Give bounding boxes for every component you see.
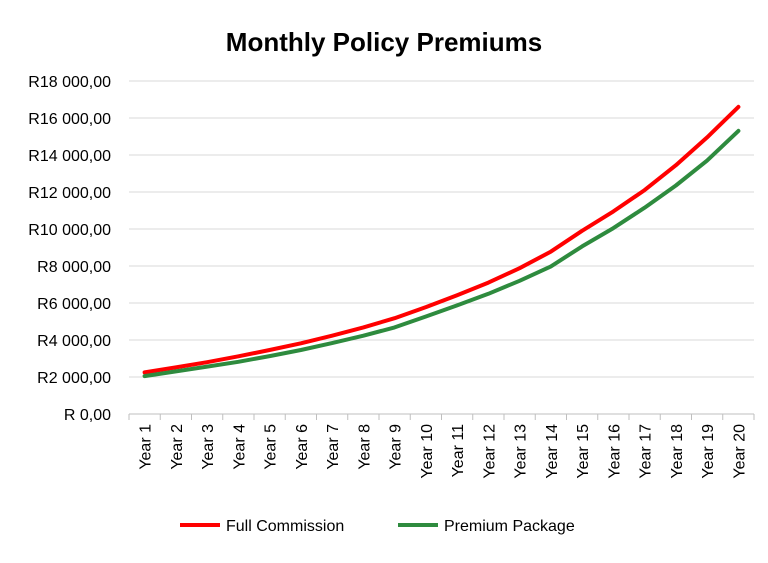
x-tick-label: Year 16 — [606, 424, 623, 479]
x-tick-label: Year 18 — [669, 424, 686, 479]
x-tick-label: Year 19 — [700, 424, 717, 479]
chart-title: Monthly Policy Premiums — [226, 27, 542, 57]
y-tick-label: R8 000,00 — [37, 259, 111, 276]
x-tick-label: Year 1 — [138, 424, 155, 470]
x-tick-label: Year 15 — [575, 424, 592, 479]
x-tick-label: Year 17 — [638, 424, 655, 479]
y-tick-label: R2 000,00 — [37, 370, 111, 387]
y-tick-label: R6 000,00 — [37, 296, 111, 313]
y-axis-ticks: R 0,00 R2 000,00 R4 000,00 R6 000,00 R8 000,… — [28, 74, 111, 424]
series-line-0 — [142, 104, 741, 375]
series-line-1 — [142, 128, 741, 379]
y-tick-label: R12 000,00 — [28, 185, 111, 202]
y-tick-label: R 0,00 — [64, 407, 111, 424]
x-tick-label: Year 14 — [544, 424, 561, 479]
x-tick-label: Year 7 — [325, 424, 342, 470]
x-tick-label: Year 9 — [388, 424, 405, 470]
x-axis-ticks: Year 1 Year 2 Year 3 Year 4 Year 5 Year 6 Year… — [138, 424, 749, 479]
y-tick-label: R16 000,00 — [28, 111, 111, 128]
legend-label-1: Premium Package — [444, 518, 575, 535]
y-tick-label: R14 000,00 — [28, 148, 111, 165]
gridlines — [128, 80, 755, 420]
legend-label-0: Full Commission — [226, 518, 344, 535]
x-tick-label: Year 6 — [294, 424, 311, 470]
x-tick-label: Year 20 — [731, 424, 748, 479]
x-tick-label: Year 4 — [231, 424, 248, 470]
x-tick-label: Year 2 — [169, 424, 186, 470]
y-tick-label: R18 000,00 — [28, 74, 111, 91]
x-tick-label: Year 12 — [481, 424, 498, 479]
y-tick-label: R10 000,00 — [28, 222, 111, 239]
x-tick-label: Year 5 — [263, 424, 280, 470]
x-tick-label: Year 3 — [200, 424, 217, 470]
series-lines — [142, 104, 741, 379]
x-tick-label: Year 8 — [356, 424, 373, 470]
x-tick-label: Year 11 — [450, 424, 467, 477]
x-tick-label: Year 10 — [419, 424, 436, 479]
x-tick-label: Year 13 — [513, 424, 530, 479]
legend: Full Commission Premium Package — [180, 518, 575, 535]
y-tick-label: R4 000,00 — [37, 333, 111, 350]
